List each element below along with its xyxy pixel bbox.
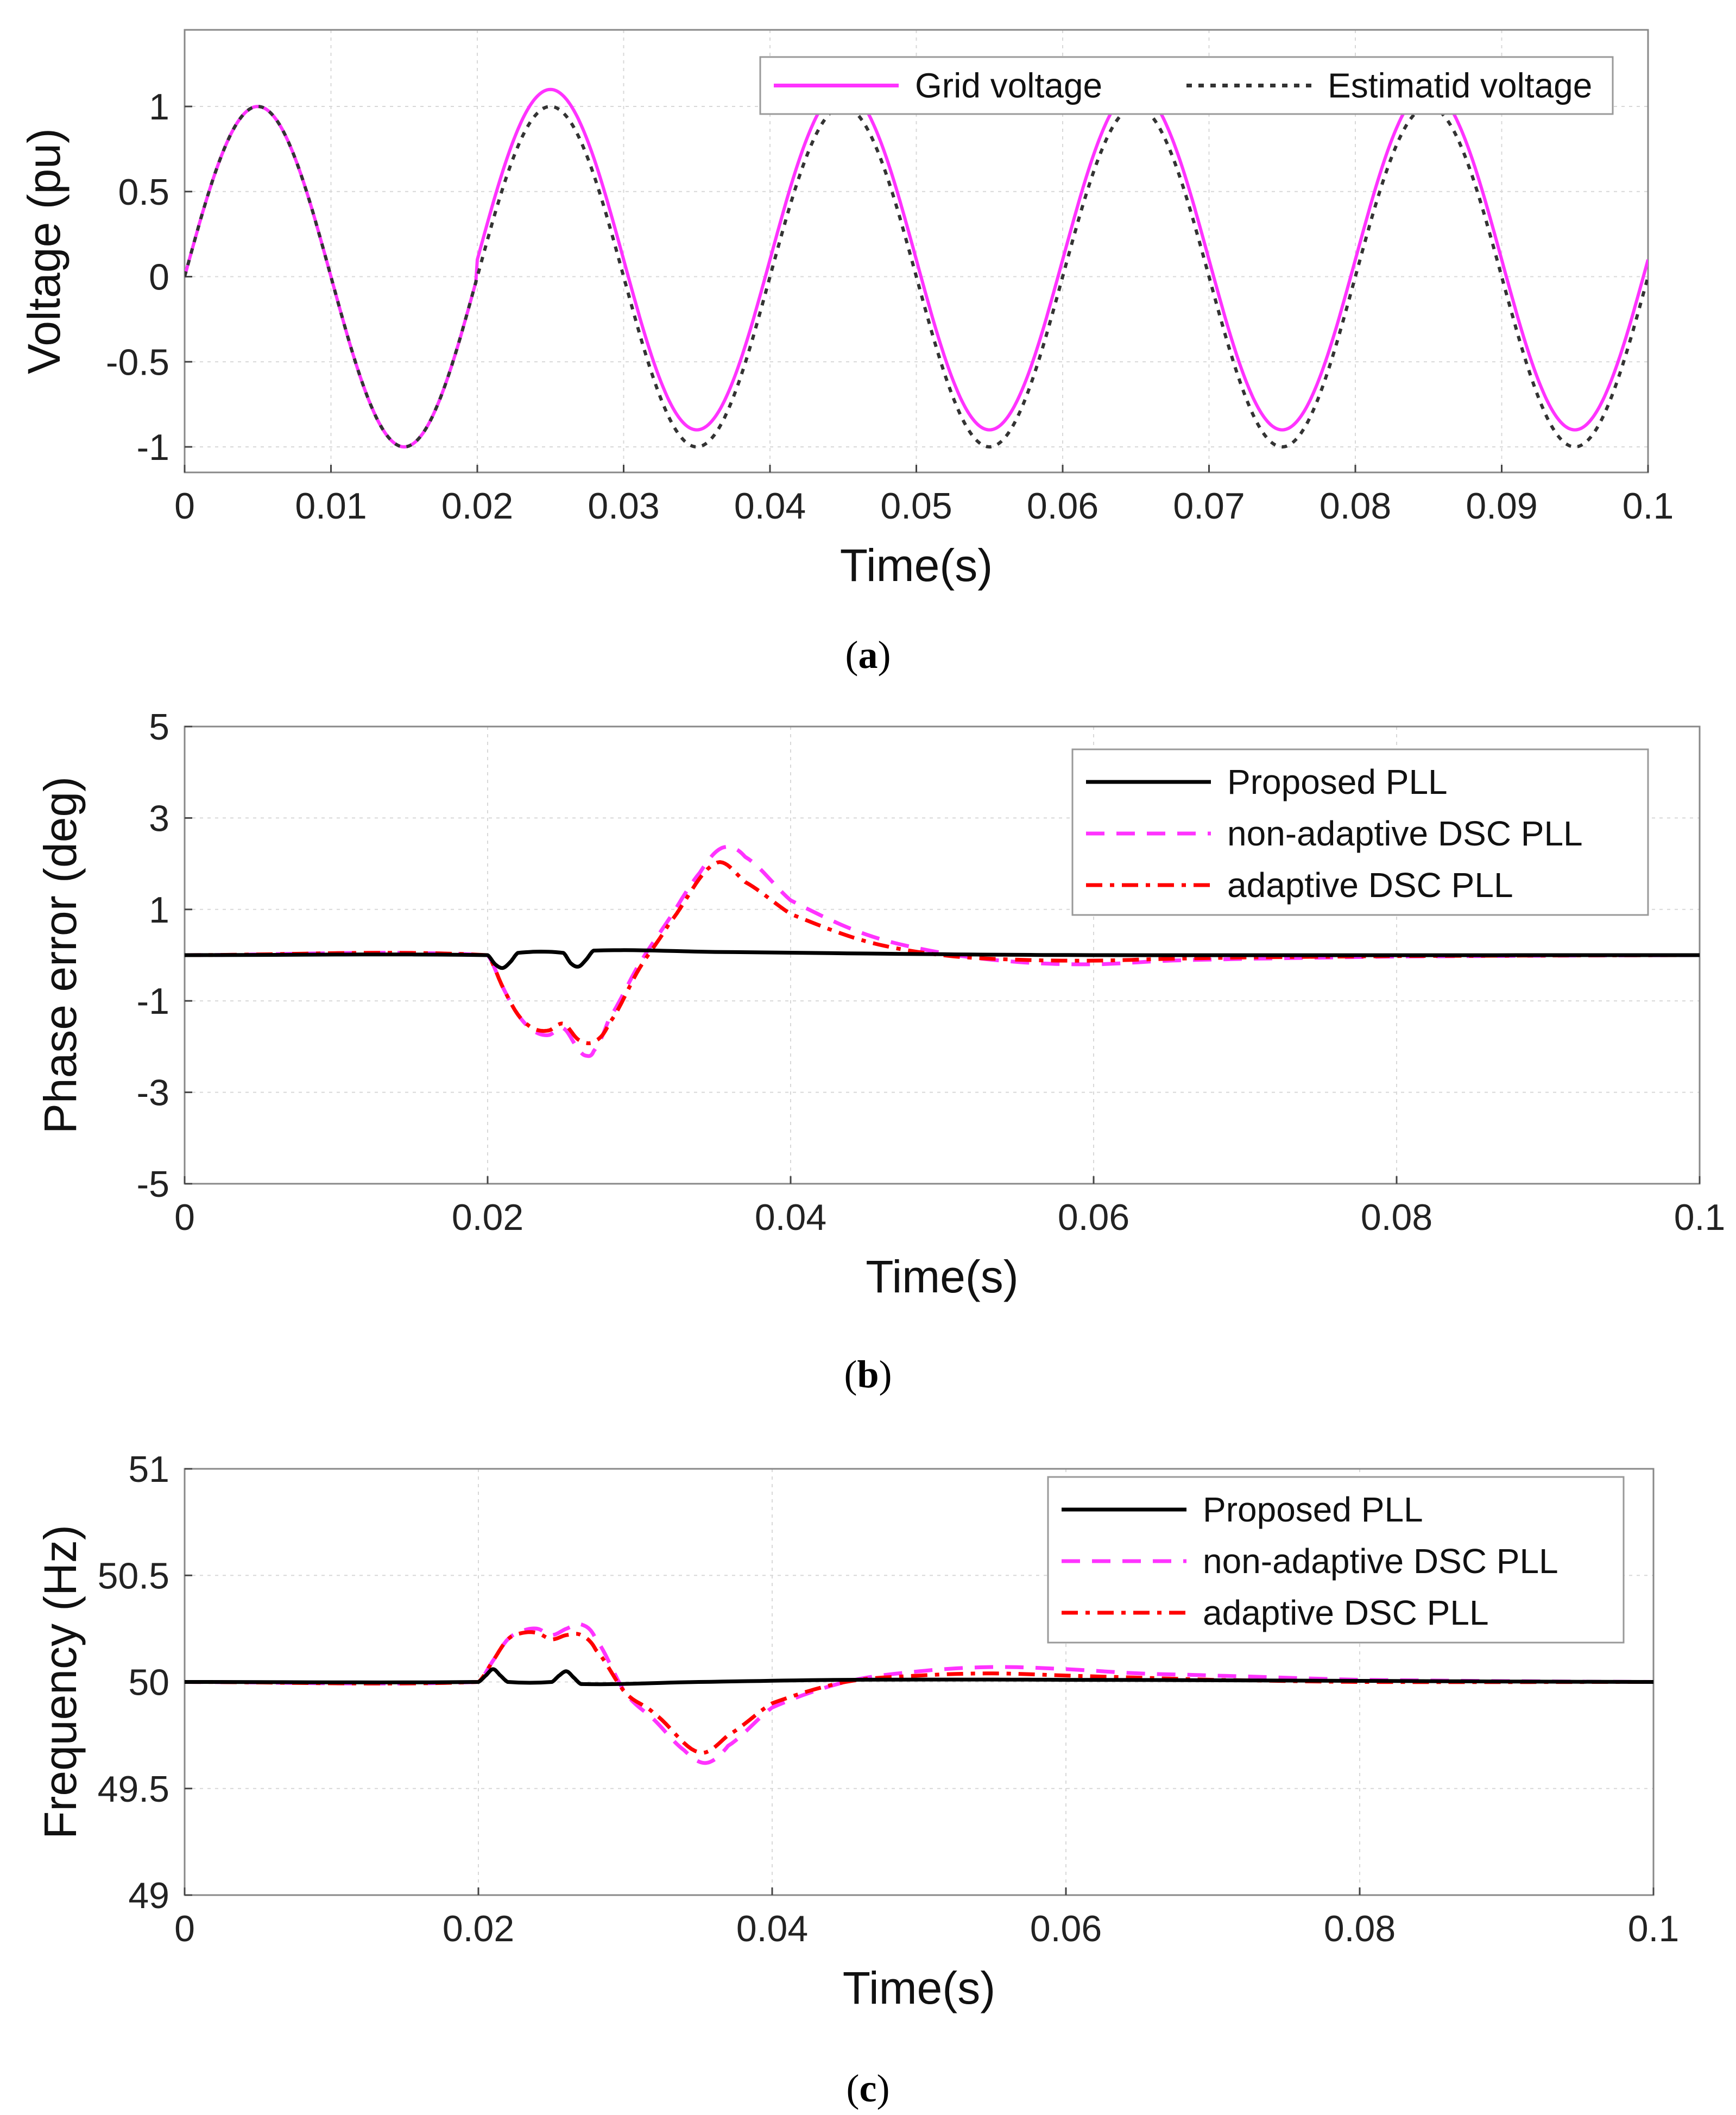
x-tick-label: 0 bbox=[174, 485, 195, 527]
legend: Proposed PLL non-adaptive DSC PLL adaptive… bbox=[1071, 748, 1649, 916]
x-tick-label: 0.07 bbox=[1173, 485, 1245, 527]
legend-label: adaptive DSC PLL bbox=[1203, 1593, 1489, 1632]
caption-b: (b) bbox=[844, 1353, 892, 1396]
x-tick-label: 0.02 bbox=[443, 1908, 514, 1949]
y-tick-label: 0 bbox=[149, 257, 169, 298]
y-axis-label: Voltage (pu) bbox=[18, 128, 70, 374]
x-tick-label: 0.1 bbox=[1674, 1197, 1726, 1238]
x-tick-label: 0.01 bbox=[295, 485, 367, 527]
x-tick-label: 0.02 bbox=[441, 485, 513, 527]
y-tick-label: 3 bbox=[149, 798, 169, 839]
caption-c: (c) bbox=[846, 2067, 890, 2110]
x-tick-label: 0 bbox=[174, 1908, 195, 1949]
y-tick-label: -3 bbox=[137, 1072, 169, 1114]
y-tick-label: 51 bbox=[128, 1449, 169, 1490]
x-tick-label: 0.04 bbox=[734, 485, 806, 527]
y-tick-label: 0.5 bbox=[118, 172, 169, 213]
legend-label: Proposed PLL bbox=[1227, 762, 1448, 801]
series-line-non-adaptive-dsc-pll bbox=[185, 1622, 1653, 1765]
y-axis-label: Phase error (deg) bbox=[35, 776, 86, 1134]
legend: Grid voltage Estimatid voltage bbox=[759, 56, 1614, 115]
series-line-adaptive-dsc-pll bbox=[185, 860, 1700, 1045]
x-tick-label: 0.06 bbox=[1058, 1197, 1129, 1238]
x-tick-label: 0 bbox=[174, 1197, 195, 1238]
y-axis-label: Frequency (Hz) bbox=[35, 1525, 86, 1839]
panel-b: 0 0.02 0.04 0.06 0.08 0.1 -5 -3 -1 1 3 5 Time(s) Phas… bbox=[0, 695, 1736, 1336]
x-tick-label: 0.03 bbox=[588, 485, 659, 527]
y-tick-label: 49.5 bbox=[98, 1769, 169, 1810]
series-line-non-adaptive-dsc-pll bbox=[185, 844, 1700, 1058]
panel-a: 0 0.01 0.02 0.03 0.04 0.05 0.06 0.07 0.08 0.09 0.1… bbox=[0, 0, 1736, 614]
phase-error-chart: 0 0.02 0.04 0.06 0.08 0.1 -5 -3 -1 1 3 5 Time(s) Phas… bbox=[35, 706, 1726, 1302]
y-tick-label: 50.5 bbox=[98, 1555, 169, 1596]
legend-label: Grid voltage bbox=[915, 66, 1102, 105]
x-tick-label: 0.06 bbox=[1027, 485, 1099, 527]
legend: Proposed PLL non-adaptive DSC PLL adaptive… bbox=[1047, 1476, 1625, 1644]
voltage-chart: 0 0.01 0.02 0.03 0.04 0.05 0.06 0.07 0.08 0.09 0.1… bbox=[18, 29, 1674, 591]
x-axis-label: Time(s) bbox=[840, 540, 993, 591]
x-tick-label: 0.06 bbox=[1030, 1908, 1102, 1949]
legend-label: Proposed PLL bbox=[1203, 1490, 1423, 1529]
y-tick-label: 49 bbox=[128, 1875, 169, 1916]
x-tick-label: 0.04 bbox=[755, 1197, 826, 1238]
x-axis-label: Time(s) bbox=[843, 1962, 996, 2013]
x-tick-label: 0.04 bbox=[736, 1908, 808, 1949]
y-tick-label: 1 bbox=[149, 889, 169, 931]
x-tick-label: 0.02 bbox=[452, 1197, 523, 1238]
y-tick-label: 50 bbox=[128, 1662, 169, 1703]
x-axis-label: Time(s) bbox=[866, 1251, 1019, 1302]
y-tick-label: 5 bbox=[149, 706, 169, 748]
x-tick-label: 0.09 bbox=[1466, 485, 1537, 527]
x-tick-label: 0.08 bbox=[1320, 485, 1391, 527]
legend-label: Estimatid voltage bbox=[1328, 66, 1592, 105]
series-line-proposed-pll bbox=[185, 948, 1700, 970]
frequency-chart: 0 0.02 0.04 0.06 0.08 0.1 49 49.5 50 50.5 51 Time(s… bbox=[35, 1449, 1680, 2013]
y-tick-label: -1 bbox=[137, 981, 169, 1022]
y-tick-label: -0.5 bbox=[106, 342, 169, 383]
x-tick-label: 0.05 bbox=[880, 485, 952, 527]
series-line-estimatid-voltage bbox=[185, 105, 1648, 449]
x-tick-label: 0.08 bbox=[1361, 1197, 1432, 1238]
series-line-adaptive-dsc-pll bbox=[185, 1630, 1653, 1755]
legend-label: non-adaptive DSC PLL bbox=[1227, 814, 1583, 853]
panel-c: 0 0.02 0.04 0.06 0.08 0.1 49 49.5 50 50.5 51 Time(s… bbox=[0, 1423, 1736, 2058]
legend-box bbox=[1047, 1476, 1625, 1644]
legend-box bbox=[1071, 748, 1649, 916]
x-tick-label: 0.1 bbox=[1623, 485, 1674, 527]
legend-label: adaptive DSC PLL bbox=[1227, 866, 1513, 905]
series-line-proposed-pll bbox=[185, 1667, 1653, 1687]
x-tick-label: 0.08 bbox=[1324, 1908, 1396, 1949]
legend-label: non-adaptive DSC PLL bbox=[1203, 1542, 1558, 1581]
caption-a: (a) bbox=[845, 633, 891, 677]
y-tick-label: -5 bbox=[137, 1164, 169, 1205]
x-tick-label: 0.1 bbox=[1628, 1908, 1680, 1949]
y-tick-label: 1 bbox=[149, 86, 169, 128]
y-tick-label: -1 bbox=[137, 427, 169, 468]
